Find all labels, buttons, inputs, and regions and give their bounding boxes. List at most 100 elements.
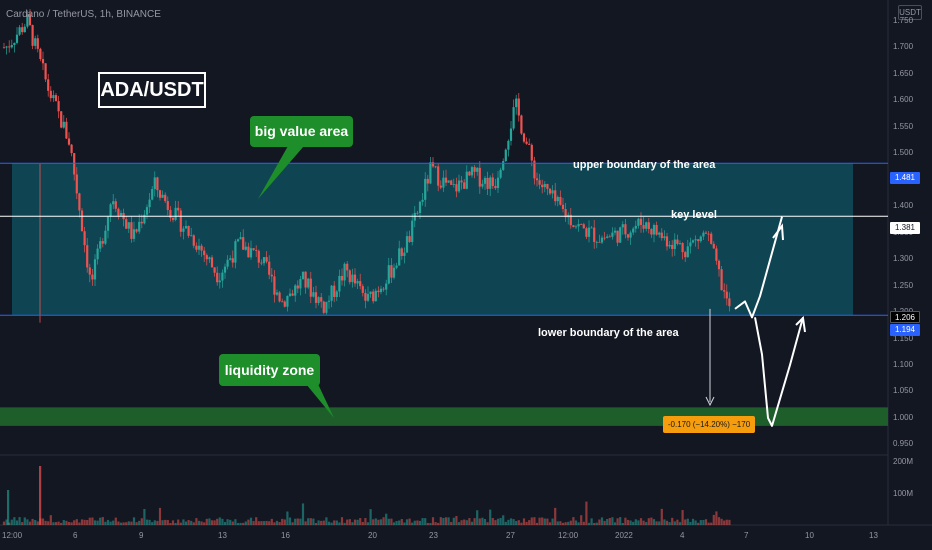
volume-bar — [530, 517, 533, 525]
volume-bar — [75, 519, 78, 525]
candle-body — [426, 178, 429, 184]
candle-body — [28, 14, 32, 26]
volume-bar — [707, 522, 710, 525]
volume-bar — [439, 517, 442, 525]
volume-bar — [647, 518, 650, 525]
candle-body — [171, 217, 175, 220]
candlestick-series — [2, 9, 731, 323]
volume-bar — [533, 517, 536, 525]
candle-body — [36, 38, 39, 49]
candle-body — [249, 248, 253, 258]
candle-body — [15, 34, 19, 43]
volume-bar — [262, 521, 266, 525]
volume-bar — [559, 521, 562, 525]
candle-body — [442, 177, 445, 188]
volume-bar — [715, 511, 718, 525]
candle-body — [366, 294, 370, 301]
volume-bar — [23, 517, 26, 525]
volume-bar — [452, 517, 455, 525]
price-tick-label: 1.400 — [893, 201, 914, 211]
candle-body — [156, 177, 159, 191]
volume-bar — [70, 522, 73, 525]
volume-bar — [671, 517, 674, 525]
volume-bar — [296, 518, 299, 525]
volume-bar — [665, 520, 669, 525]
candle-body — [660, 232, 663, 239]
volume-bar — [307, 518, 310, 525]
volume-bar — [621, 522, 624, 525]
volume-bar — [463, 519, 466, 525]
price-tick-label: 1.700 — [893, 42, 914, 52]
volume-bar — [551, 518, 554, 525]
volume-bar — [720, 518, 723, 525]
volume-bar — [476, 510, 479, 525]
volume-bar — [645, 522, 648, 525]
candle-body — [304, 271, 307, 288]
candle-body — [229, 258, 232, 260]
volume-bar — [44, 520, 47, 525]
time-tick-label: 23 — [429, 531, 438, 540]
candle-body — [281, 301, 284, 303]
volume-bar — [710, 522, 713, 525]
candle-body — [728, 298, 731, 307]
volume-bar — [291, 522, 294, 525]
candle-body — [725, 291, 728, 299]
volume-bar — [65, 520, 68, 525]
candle-body — [138, 221, 141, 232]
candle-body — [606, 236, 609, 238]
candle-body — [642, 224, 645, 229]
candle-body — [312, 292, 315, 297]
volume-bar — [13, 517, 16, 525]
candle-body — [23, 26, 26, 33]
candle-body — [702, 232, 705, 237]
symbol-header[interactable]: Cardano / TetherUS, 1h, BINANCE — [6, 9, 161, 20]
volume-bar — [265, 520, 268, 525]
candle-body — [712, 243, 715, 249]
candle-body — [309, 278, 312, 297]
volume-bar — [317, 520, 320, 525]
candle-body — [522, 133, 526, 142]
candle-body — [385, 283, 388, 290]
candle-body — [195, 245, 198, 250]
candle-body — [343, 263, 346, 281]
candle-body — [481, 183, 484, 187]
candle-body — [424, 178, 427, 200]
candle-body — [652, 224, 656, 235]
candle-body — [320, 297, 323, 302]
candle-body — [234, 241, 237, 263]
candle-body — [369, 291, 372, 295]
volume-bar — [486, 522, 489, 525]
candle-body — [62, 121, 65, 128]
candle-body — [658, 232, 661, 235]
candle-body — [88, 267, 91, 275]
volume-bar — [676, 519, 679, 525]
candle-body — [255, 249, 258, 251]
candle-body — [600, 237, 604, 243]
projection-path-up — [734, 216, 783, 319]
candle-body — [434, 166, 437, 168]
lower-boundary-label: lower boundary of the area — [538, 327, 679, 339]
volume-bar — [57, 521, 60, 525]
volume-bar — [83, 519, 86, 525]
candle-body — [494, 185, 497, 189]
volume-bar — [377, 519, 380, 525]
candle-body — [639, 218, 643, 225]
currency-badge[interactable]: USDT — [898, 5, 922, 20]
volume-bar — [153, 520, 156, 525]
volume-bar — [104, 521, 107, 525]
upper-boundary-label: upper boundary of the area — [573, 159, 716, 171]
volume-bar — [444, 517, 448, 525]
volume-bar — [639, 518, 643, 525]
volume-bar — [236, 522, 240, 525]
volume-bar — [255, 517, 258, 525]
candle-body — [208, 257, 211, 260]
volume-bar — [595, 522, 598, 525]
candle-body — [242, 237, 245, 250]
candle-body — [130, 222, 133, 239]
candle-body — [697, 239, 700, 242]
volume-bar — [613, 522, 617, 525]
current-price-tag: 1.206 — [890, 311, 920, 323]
candle-body — [535, 178, 539, 181]
volume-bar — [346, 519, 349, 525]
